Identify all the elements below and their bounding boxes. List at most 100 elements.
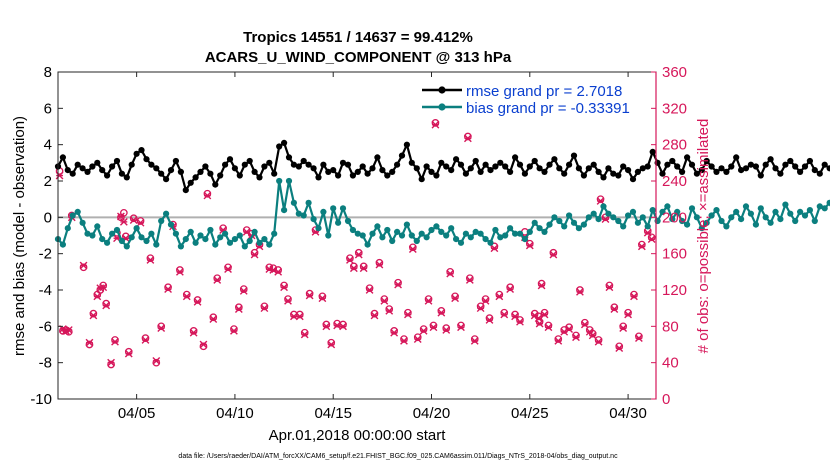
bias-point: [364, 241, 371, 248]
bias-point: [290, 199, 297, 206]
obs-assimilated-marker: [230, 326, 238, 335]
obs-possible-marker: [565, 323, 573, 332]
bias-point: [679, 217, 686, 225]
rmse-point: [398, 152, 406, 159]
rmse-point: [226, 156, 234, 163]
rmse-point: [728, 163, 735, 170]
bias-point: [123, 243, 130, 250]
rmse-point: [344, 161, 352, 168]
rmse-point: [526, 163, 533, 170]
obs-assimilated-marker: [375, 260, 384, 269]
rmse-point: [787, 157, 794, 165]
obs-assimilated-marker: [250, 250, 259, 259]
rmse-point: [487, 167, 494, 174]
obs-assimilated-marker: [619, 324, 628, 333]
right-tick-label: 200: [662, 209, 687, 226]
rmse-point: [659, 170, 666, 177]
bias-point: [266, 241, 273, 248]
obs-assimilated-marker: [333, 321, 342, 330]
bias-point: [271, 230, 278, 237]
bias-point: [605, 210, 612, 217]
bias-point: [659, 208, 666, 215]
obs-assimilated-marker: [413, 335, 422, 343]
obs-possible-marker: [85, 340, 94, 349]
bias-point: [457, 239, 465, 246]
obs-possible-marker: [380, 295, 389, 303]
obs-possible-marker: [404, 308, 412, 317]
bias-point: [59, 241, 66, 248]
obs-possible-marker: [549, 248, 558, 257]
obs-assimilated-marker: [79, 261, 88, 270]
obs-assimilated-marker: [152, 356, 161, 365]
rmse-point: [448, 167, 455, 174]
rmse-point: [413, 165, 420, 172]
obs-assimilated-marker: [408, 245, 417, 254]
rmse-point: [821, 161, 828, 168]
rmse-point: [428, 168, 435, 175]
obs-assimilated-marker: [637, 242, 646, 251]
obs-possible-marker: [129, 214, 138, 223]
bias-point: [502, 232, 509, 239]
bias-point: [349, 226, 356, 234]
rmse-point: [482, 161, 489, 168]
x-tick-label: 04/10: [216, 405, 254, 422]
x-tick-label: 04/20: [413, 405, 451, 422]
obs-assimilated-marker: [463, 134, 472, 143]
obs-assimilated-marker: [601, 215, 610, 224]
obs-possible-marker: [413, 333, 422, 342]
obs-assimilated-marker: [93, 292, 102, 301]
obs-possible-marker: [429, 321, 438, 330]
bias-point: [733, 208, 740, 215]
obs-possible-marker: [102, 299, 111, 308]
bias-point: [99, 236, 106, 243]
bias-point: [620, 223, 627, 230]
legend-bias-label: bias grand pr = -0.33391: [466, 100, 630, 117]
rmse-point: [777, 170, 784, 177]
rmse-point: [511, 154, 519, 161]
x-tick-label: 04/30: [609, 405, 647, 422]
obs-assimilated-marker: [490, 244, 499, 253]
bias-point: [128, 234, 135, 241]
right-tick-label: 120: [662, 282, 687, 299]
obs-assimilated-marker: [295, 312, 304, 321]
rmse-point: [251, 168, 258, 175]
bias-point: [772, 208, 779, 215]
bias-point: [816, 203, 823, 210]
rmse-point: [497, 159, 504, 166]
rmse-point: [703, 157, 710, 165]
bias-point: [556, 217, 563, 225]
rmse-point: [335, 172, 342, 179]
rmse-point: [669, 157, 676, 165]
bias-point: [664, 203, 671, 210]
rmse-point: [187, 179, 194, 186]
obs-possible-marker: [506, 283, 514, 292]
obs-possible-marker: [605, 281, 614, 290]
rmse-point: [615, 172, 622, 179]
rmse-point: [143, 156, 150, 163]
rmse-point: [811, 167, 818, 174]
obs-possible-marker: [511, 310, 519, 319]
bias-point: [600, 203, 607, 210]
rmse-point: [94, 159, 101, 166]
bias-point: [438, 228, 445, 235]
obs-assimilated-marker: [55, 171, 64, 180]
rmse-point: [507, 168, 514, 175]
obs-possible-marker: [464, 132, 472, 141]
obs-assimilated-marker: [199, 340, 208, 349]
bias-point: [113, 226, 121, 234]
bias-point: [566, 212, 573, 219]
rmse-point: [757, 172, 764, 179]
rmse-point: [546, 161, 553, 168]
obs-assimilated-marker: [572, 333, 580, 342]
bias-point: [639, 214, 646, 221]
rmse-point: [418, 176, 425, 183]
right-tick-label: 240: [662, 173, 687, 190]
rmse-point: [502, 163, 509, 170]
rmse-point: [644, 163, 651, 170]
obs-possible-marker: [346, 254, 354, 263]
bias-point: [325, 232, 332, 239]
obs-possible-marker: [199, 342, 208, 351]
bias-point: [226, 239, 234, 246]
obs-assimilated-marker: [346, 256, 354, 264]
